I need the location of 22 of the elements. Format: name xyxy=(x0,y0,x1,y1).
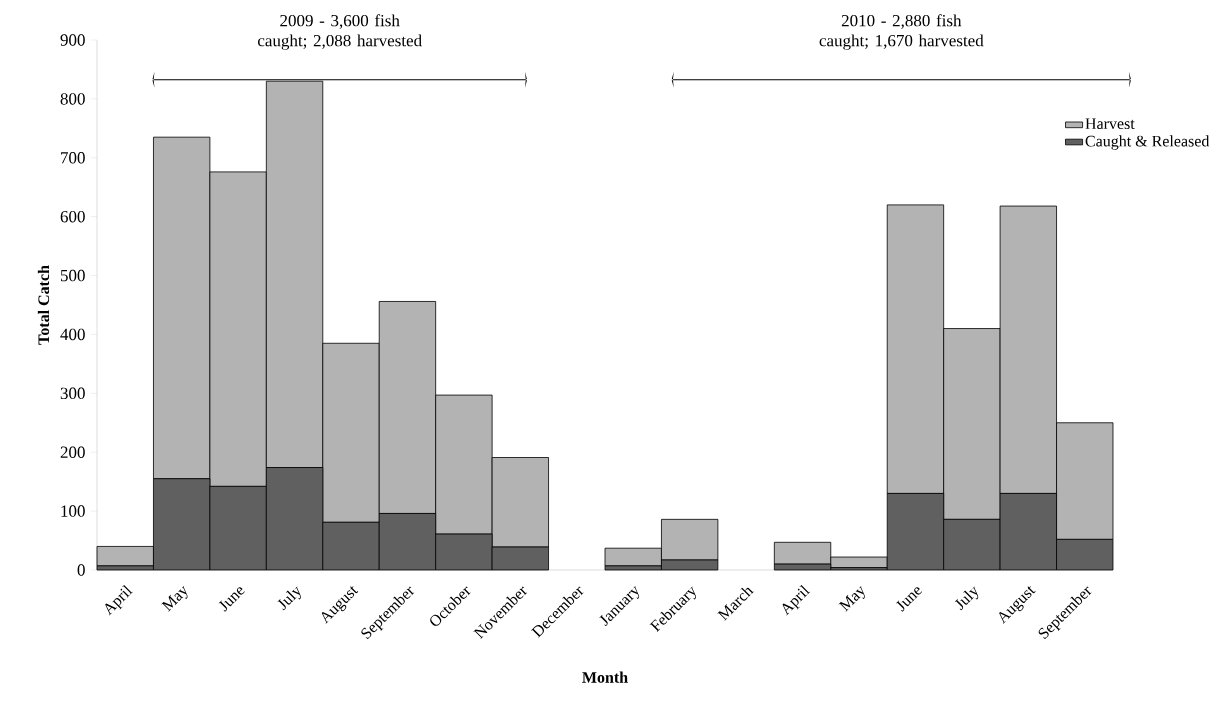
annotation: 2009 - 3,600 fish caught; 2,088 harvested xyxy=(257,14,422,50)
y-tick-label: 900 xyxy=(60,34,85,46)
y-tick-label: 500 xyxy=(60,269,85,282)
x-tick-label: June xyxy=(218,587,245,612)
y-tick-label: 200 xyxy=(60,446,85,458)
y-axis-title: Total Catch xyxy=(37,265,50,345)
legend-label: Harvest xyxy=(1085,118,1135,130)
y-tick-label: 400 xyxy=(60,328,85,341)
y-tick-label: 600 xyxy=(60,210,85,223)
y-tick-label: 700 xyxy=(61,152,85,164)
y-tick-label: 100 xyxy=(61,505,85,517)
x-tick-label: July xyxy=(954,586,979,611)
x-tick-label: June xyxy=(896,587,922,612)
annotation: 2010 - 2,880 fish caught; 1,670 harvested xyxy=(819,14,984,50)
y-tick-label: 0 xyxy=(77,564,85,576)
y-tick-label: 800 xyxy=(60,93,85,105)
x-tick-label: July xyxy=(277,586,301,611)
x-axis-title: Month xyxy=(582,671,628,683)
x-tick-label: May xyxy=(838,586,865,612)
legend-label: Caught & Released xyxy=(1085,135,1210,150)
x-tick-label: May xyxy=(161,586,188,612)
y-tick-label: 300 xyxy=(60,387,85,400)
